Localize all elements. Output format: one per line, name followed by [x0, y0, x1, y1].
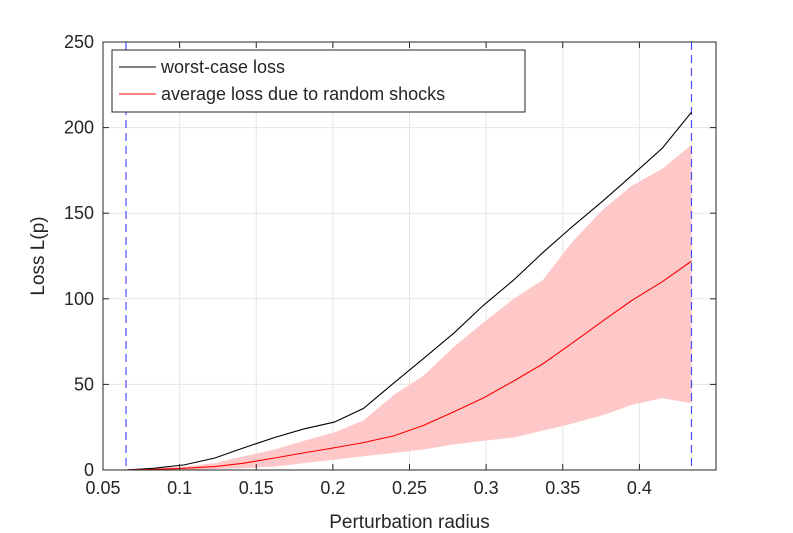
x-tick-label: 0.1 — [167, 478, 192, 498]
x-tick-label: 0.05 — [85, 478, 120, 498]
legend: worst-case loss average loss due to rand… — [111, 49, 526, 113]
x-axis-label: Perturbation radius — [329, 512, 490, 533]
x-tick-label: 0.3 — [474, 478, 499, 498]
loss-range-band — [125, 144, 692, 470]
y-tick-label: 250 — [64, 32, 94, 52]
tick-layer: 0.05 0.1 0.15 0.2 0.25 0.3 0.35 0.4 0 50 100 150 200… — [64, 32, 716, 498]
legend-label-worst-case: worst-case loss — [160, 57, 285, 77]
x-tick-label: 0.2 — [320, 478, 345, 498]
legend-box — [111, 49, 526, 113]
average-loss-line — [125, 260, 692, 471]
x-tick-label: 0.15 — [239, 478, 274, 498]
x-tick-label: 0.4 — [627, 478, 652, 498]
y-tick-label: 100 — [64, 289, 94, 309]
x-tick-label: 0.25 — [392, 478, 427, 498]
y-tick-label: 0 — [84, 460, 94, 480]
y-tick-label: 200 — [64, 118, 94, 138]
legend-label-average: average loss due to random shocks — [161, 84, 445, 104]
y-axis-label: Loss L(p) — [28, 216, 49, 295]
series-layer — [125, 111, 692, 471]
y-tick-label: 50 — [74, 374, 94, 394]
x-tick-label: 0.35 — [545, 478, 580, 498]
worst-case-loss-line — [125, 111, 692, 471]
vertical-lines — [125, 42, 693, 470]
y-tick-label: 150 — [64, 203, 94, 223]
band-layer — [125, 144, 692, 470]
